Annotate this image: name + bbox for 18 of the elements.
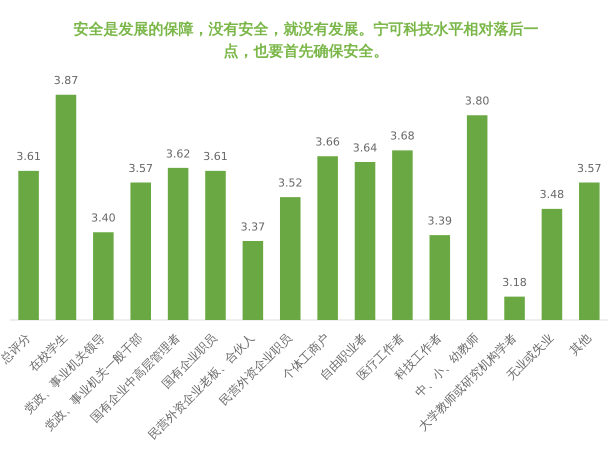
data-label: 3.80 — [464, 94, 490, 108]
data-label: 3.18 — [502, 276, 527, 289]
data-label: 3.61 — [16, 150, 41, 164]
data-label: 3.40 — [91, 212, 116, 225]
data-label: 3.57 — [577, 162, 602, 175]
data-label: 3.39 — [428, 214, 452, 228]
data-label: 3.48 — [540, 188, 564, 202]
data-label: 3.68 — [390, 130, 415, 143]
data-label: 3.87 — [54, 74, 78, 88]
data-label: 3.66 — [315, 136, 340, 149]
data-label: 3.57 — [128, 162, 153, 175]
data-label: 3.62 — [166, 147, 190, 160]
data-label: 3.64 — [352, 141, 378, 154]
x-tick-label: 其他 — [566, 330, 594, 358]
data-label: 3.61 — [203, 150, 228, 164]
chart-title: 安全是发展的保障，没有安全，就没有发展。宁可科技水平相对落后一点，也要首先确保安全。 — [72, 19, 540, 62]
data-label: 3.37 — [240, 220, 266, 234]
data-label: 3.52 — [278, 176, 303, 190]
